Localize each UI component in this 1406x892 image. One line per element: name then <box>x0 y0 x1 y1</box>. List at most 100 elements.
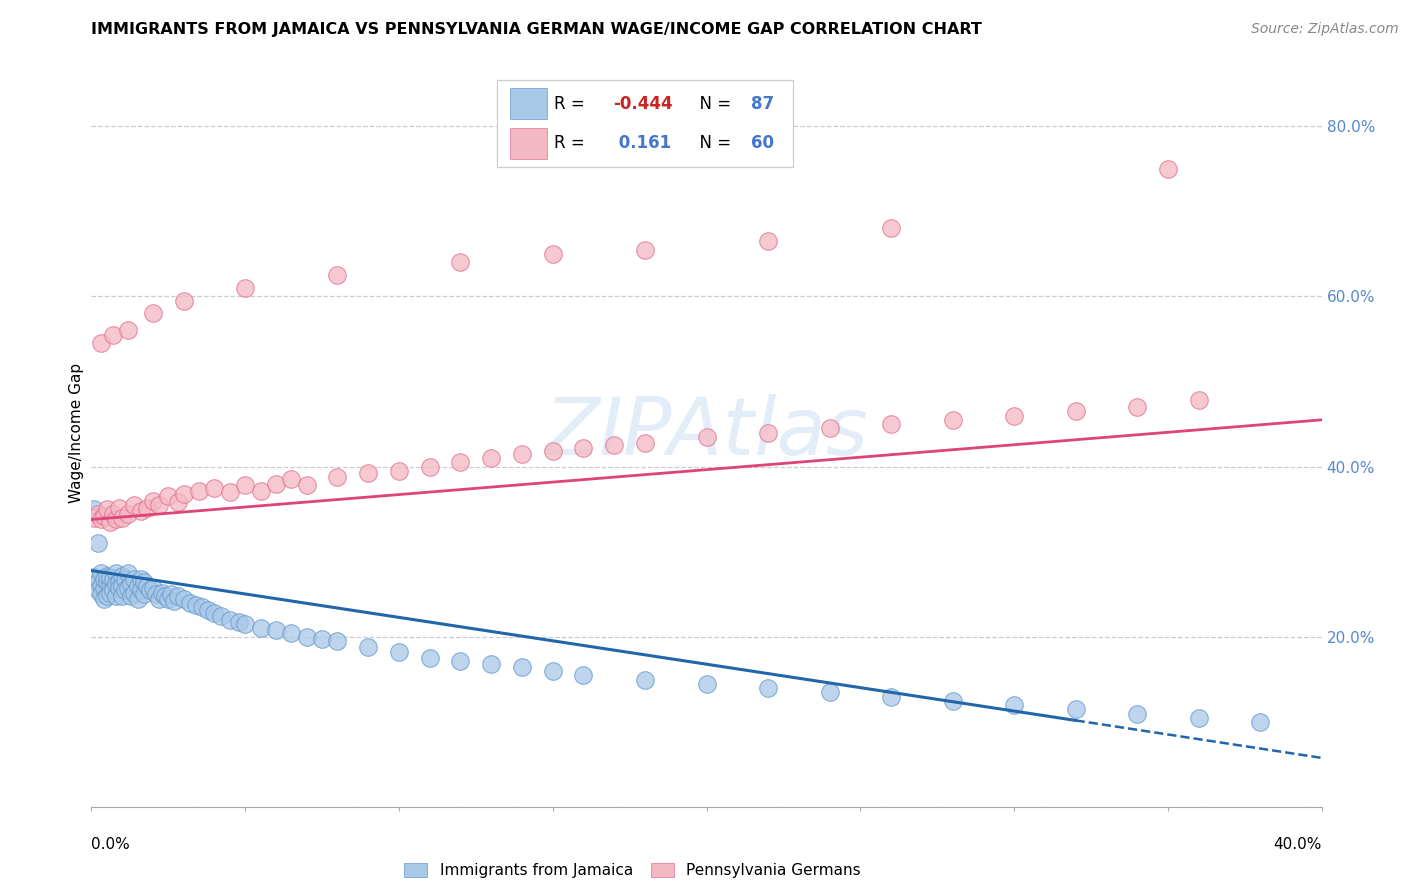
Point <box>264 623 287 637</box>
Point <box>124 585 146 599</box>
Point <box>1187 711 1209 725</box>
Point <box>249 622 271 636</box>
Point <box>326 268 349 282</box>
Point <box>108 500 131 515</box>
Point <box>880 221 903 235</box>
Point <box>135 500 157 515</box>
Point <box>818 685 841 699</box>
Point <box>111 589 134 603</box>
Point <box>93 581 115 595</box>
Point <box>388 645 411 659</box>
Point <box>83 510 105 524</box>
Point <box>449 455 471 469</box>
Point <box>634 673 657 687</box>
Point <box>83 502 105 516</box>
Point <box>1126 706 1149 721</box>
Point <box>90 587 112 601</box>
Point <box>202 481 225 495</box>
Point <box>135 579 157 593</box>
Point <box>280 625 302 640</box>
Point <box>148 591 170 606</box>
Text: 60: 60 <box>751 135 773 153</box>
Point <box>148 498 170 512</box>
Point <box>90 566 112 580</box>
Point <box>634 243 657 257</box>
Point <box>449 654 471 668</box>
Point <box>96 568 118 582</box>
Point <box>114 572 136 586</box>
Point <box>233 281 256 295</box>
Point <box>150 585 173 599</box>
Point <box>105 566 127 580</box>
Point <box>173 293 195 308</box>
Point <box>326 634 349 648</box>
Point <box>202 606 225 620</box>
Text: -0.444: -0.444 <box>613 95 672 112</box>
Point <box>127 579 149 593</box>
Point <box>160 587 183 601</box>
Point <box>1187 393 1209 408</box>
Text: 40.0%: 40.0% <box>1274 838 1322 852</box>
Point <box>117 581 139 595</box>
Point <box>541 247 564 261</box>
Point <box>101 507 124 521</box>
Point <box>1002 698 1025 712</box>
Point <box>111 510 134 524</box>
FancyBboxPatch shape <box>509 88 547 120</box>
Point <box>419 459 441 474</box>
Point <box>880 690 903 704</box>
Point <box>818 421 841 435</box>
Point <box>1002 409 1025 423</box>
Point <box>696 677 718 691</box>
Point <box>326 470 349 484</box>
Point <box>541 444 564 458</box>
Point <box>145 587 167 601</box>
Point <box>249 483 271 498</box>
Point <box>117 566 139 580</box>
Point <box>264 476 287 491</box>
Point <box>120 577 142 591</box>
Point <box>90 512 112 526</box>
Point <box>157 591 180 606</box>
Point <box>179 596 201 610</box>
Text: R =: R = <box>554 135 591 153</box>
Point <box>93 591 115 606</box>
Point <box>96 502 118 516</box>
Point <box>86 574 108 589</box>
Point <box>603 438 626 452</box>
Point <box>233 478 256 492</box>
Point <box>1126 400 1149 414</box>
Text: 0.161: 0.161 <box>613 135 671 153</box>
Point <box>634 435 657 450</box>
Point <box>942 413 965 427</box>
Point <box>419 651 441 665</box>
Point <box>510 660 533 674</box>
Point <box>105 577 127 591</box>
Point <box>129 583 152 598</box>
Point <box>209 608 232 623</box>
Point <box>510 447 533 461</box>
Point <box>541 664 564 678</box>
Point <box>756 234 779 248</box>
Point <box>696 430 718 444</box>
Point <box>114 583 136 598</box>
Point <box>101 583 124 598</box>
Point <box>191 600 214 615</box>
Point <box>111 568 134 582</box>
Point <box>120 589 142 603</box>
Point <box>311 632 333 646</box>
Point <box>756 425 779 440</box>
Point <box>132 587 155 601</box>
Point <box>129 572 152 586</box>
Point <box>105 589 127 603</box>
Point <box>98 570 121 584</box>
Point <box>295 478 318 492</box>
Point <box>1249 715 1271 730</box>
Point <box>166 495 188 509</box>
Point <box>142 493 165 508</box>
Text: Source: ZipAtlas.com: Source: ZipAtlas.com <box>1251 22 1399 37</box>
Point <box>98 579 121 593</box>
Text: 0.0%: 0.0% <box>91 838 131 852</box>
Point <box>228 615 250 629</box>
Point <box>101 327 124 342</box>
